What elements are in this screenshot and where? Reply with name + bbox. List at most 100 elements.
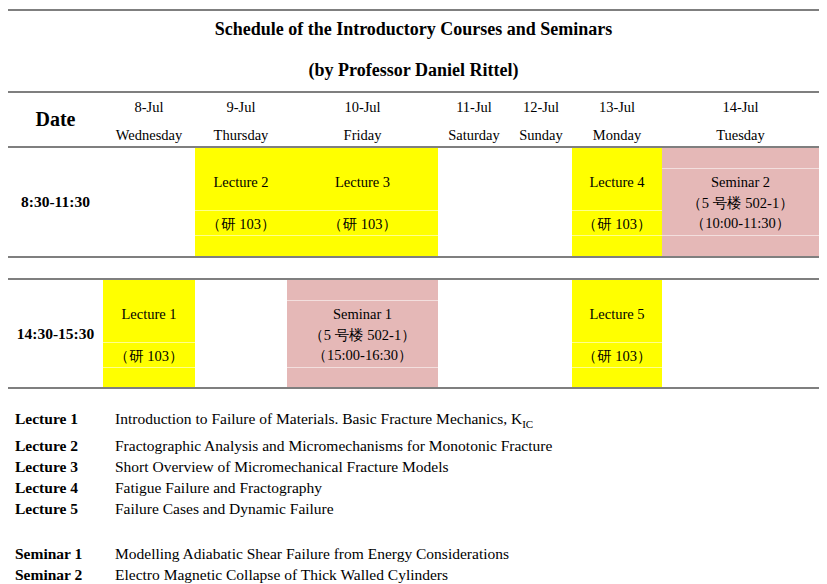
lecture-room: （研 103） (572, 214, 662, 235)
legend-line-lecture-2: Lecture 2 Fractographic Analysis and Mic… (15, 435, 805, 456)
legend-spacer (15, 519, 805, 543)
lecture-room: （研 103） (287, 214, 438, 235)
cell-divider (572, 367, 662, 368)
legend-description: Short Overview of Micromechanical Fractu… (115, 456, 805, 477)
schedule-cell-empty (662, 280, 819, 387)
legend-description: Electro Magnetic Collapse of Thick Walle… (115, 564, 805, 584)
cell-divider (195, 210, 287, 211)
header-day: Tuesday (662, 125, 819, 146)
legend-line-seminar-1: Seminar 1 Modelling Adiabatic Shear Fail… (15, 543, 805, 564)
legend-term: Lecture 5 (15, 498, 115, 519)
legend-term: Lecture 3 (15, 456, 115, 477)
seminar-location: （5 号楼 502-1） (662, 193, 819, 214)
seminar-details: Seminar 1 （5 号楼 502-1） （15:00-16:30） (287, 304, 438, 366)
header-date: 12-Jul (510, 97, 572, 118)
day-header-monday: 13-Jul Monday (572, 93, 662, 146)
legend-line-lecture-4: Lecture 4 Fatigue Failure and Fractograp… (15, 477, 805, 498)
legend-line-lecture-3: Lecture 3 Short Overview of Micromechani… (15, 456, 805, 477)
seminar-name: Seminar 2 (662, 172, 819, 193)
top-rule (8, 9, 819, 11)
schedule-header-row: Date 8-Jul Wednesday 9-Jul Thursday 10-J… (8, 93, 819, 148)
schedule-row-afternoon: 14:30-15:30 Lecture 1 （研 103） Seminar 1 … (8, 280, 819, 387)
day-header-sunday: 12-Jul Sunday (510, 93, 572, 146)
legend-term: Seminar 1 (15, 543, 115, 564)
cell-divider (662, 168, 819, 169)
cell-divider (287, 210, 438, 211)
date-header-cell: Date (8, 93, 103, 146)
seminar-name: Seminar 1 (287, 304, 438, 325)
lecture-room: （研 103） (572, 346, 662, 367)
cell-divider (195, 235, 287, 236)
cell-divider (572, 235, 662, 236)
header-day: Wednesday (103, 125, 195, 146)
schedule-cell-lecture-3: Lecture 3 （研 103） (287, 148, 438, 256)
schedule-cell-empty (195, 280, 287, 387)
lecture-name: Lecture 2 (195, 172, 287, 193)
header-day: Sunday (510, 125, 572, 146)
legend-description: Introduction to Failure of Materials. Ba… (115, 408, 805, 435)
seminar-time: （10:00-11:30） (662, 213, 819, 234)
header-date: 11-Jul (438, 97, 510, 118)
header-date: 13-Jul (572, 97, 662, 118)
schedule-cell-empty (510, 280, 572, 387)
seminar-time: （15:00-16:30） (287, 345, 438, 366)
lecture-room: （研 103） (195, 214, 287, 235)
cell-divider (662, 235, 819, 236)
seminar-details: Seminar 2 （5 号楼 502-1） （10:00-11:30） (662, 172, 819, 234)
legend: Lecture 1 Introduction to Failure of Mat… (15, 408, 805, 584)
lecture-name: Lecture 1 (103, 304, 195, 325)
cell-divider (287, 367, 438, 368)
cell-divider (103, 342, 195, 343)
legend-line-lecture-1: Lecture 1 Introduction to Failure of Mat… (15, 408, 805, 435)
page-subtitle: (by Professor Daniel Rittel) (0, 60, 827, 81)
lecture-name: Lecture 5 (572, 304, 662, 325)
legend-term: Lecture 2 (15, 435, 115, 456)
day-header-wednesday: 8-Jul Wednesday (103, 93, 195, 146)
time-slot-label: 8:30-11:30 (8, 148, 103, 256)
schedule-cell-empty (438, 148, 510, 256)
cell-divider (287, 235, 438, 236)
legend-term: Seminar 2 (15, 564, 115, 584)
schedule-row-morning: 8:30-11:30 Lecture 2 （研 103） Lecture 3 （… (8, 148, 819, 256)
header-day: Monday (572, 125, 662, 146)
schedule-table-afternoon: 14:30-15:30 Lecture 1 （研 103） Seminar 1 … (8, 278, 819, 389)
schedule-cell-lecture-5: Lecture 5 （研 103） (572, 280, 662, 387)
schedule-cell-seminar-2: Seminar 2 （5 号楼 502-1） （10:00-11:30） (662, 148, 819, 256)
kic-subscript: IC (522, 418, 533, 430)
schedule-cell-lecture-2: Lecture 2 （研 103） (195, 148, 287, 256)
cell-divider (572, 210, 662, 211)
day-header-tuesday: 14-Jul Tuesday (662, 93, 819, 146)
lecture-name: Lecture 3 (287, 172, 438, 193)
legend-description: Modelling Adiabatic Shear Failure from E… (115, 543, 805, 564)
schedule-cell-empty (438, 280, 510, 387)
legend-line-seminar-2: Seminar 2 Electro Magnetic Collapse of T… (15, 564, 805, 584)
header-date: 8-Jul (103, 97, 195, 118)
legend-term: Lecture 1 (15, 408, 115, 435)
day-header-saturday: 11-Jul Saturday (438, 93, 510, 146)
lecture-name: Lecture 4 (572, 172, 662, 193)
schedule-document: Schedule of the Introductory Courses and… (0, 0, 827, 584)
header-day: Thursday (195, 125, 287, 146)
schedule-table-morning: Date 8-Jul Wednesday 9-Jul Thursday 10-J… (8, 91, 819, 258)
page-title: Schedule of the Introductory Courses and… (0, 19, 827, 40)
schedule-cell-lecture-1: Lecture 1 （研 103） (103, 280, 195, 387)
schedule-cell-empty (510, 148, 572, 256)
lecture-room: （研 103） (103, 346, 195, 367)
day-header-thursday: 9-Jul Thursday (195, 93, 287, 146)
legend-description: Fractographic Analysis and Micromechanis… (115, 435, 805, 456)
seminar-location: （5 号楼 502-1） (287, 325, 438, 346)
legend-term: Lecture 4 (15, 477, 115, 498)
time-slot-label: 14:30-15:30 (8, 280, 103, 387)
cell-divider (103, 367, 195, 368)
schedule-cell-lecture-4: Lecture 4 （研 103） (572, 148, 662, 256)
header-date: 10-Jul (287, 97, 438, 118)
header-date: 14-Jul (662, 97, 819, 118)
legend-description: Failure Cases and Dynamic Failure (115, 498, 805, 519)
header-day: Friday (287, 125, 438, 146)
cell-divider (572, 342, 662, 343)
legend-description: Fatigue Failure and Fractography (115, 477, 805, 498)
cell-divider (287, 300, 438, 301)
schedule-cell-empty (103, 148, 195, 256)
legend-description-text: Introduction to Failure of Materials. Ba… (115, 410, 522, 427)
header-date: 9-Jul (195, 97, 287, 118)
